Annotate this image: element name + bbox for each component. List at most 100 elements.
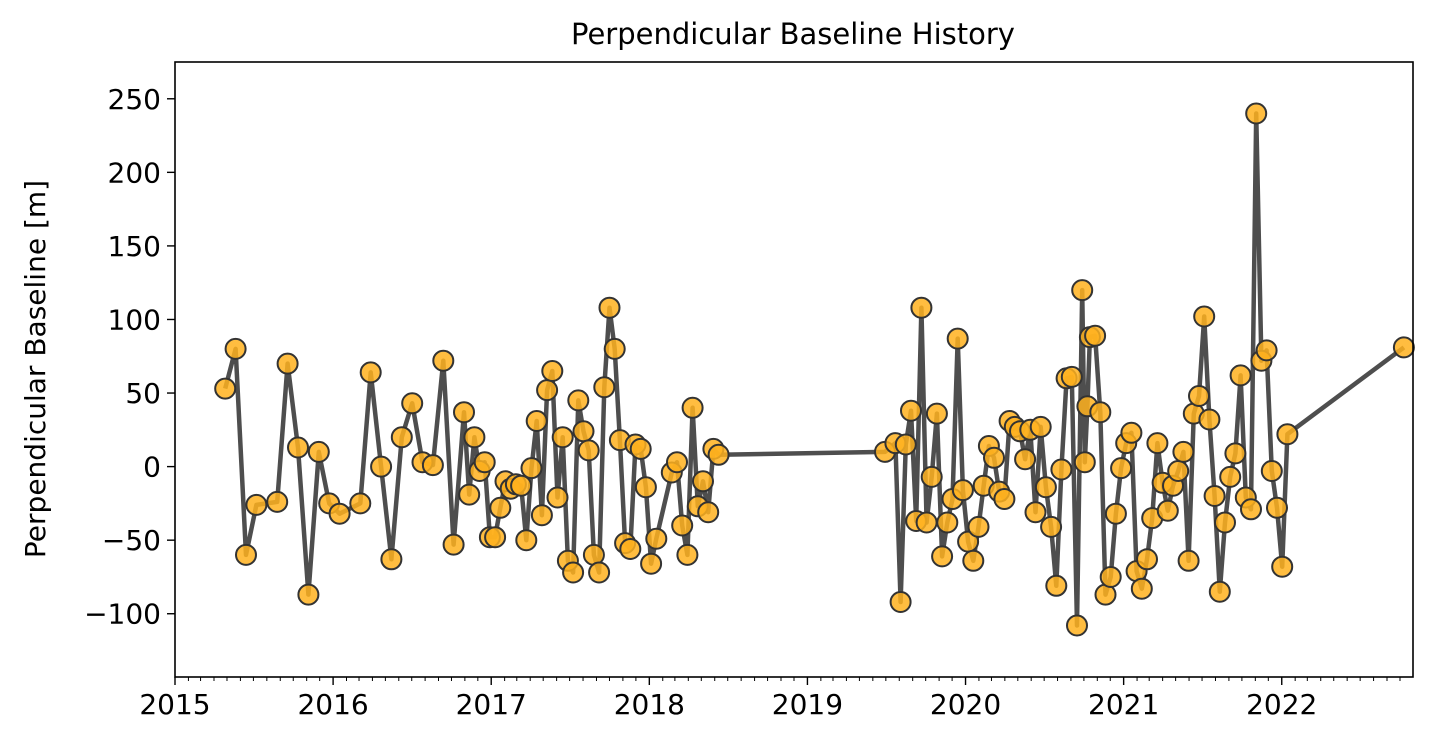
data-point [276, 352, 299, 375]
data-point [1029, 415, 1052, 438]
y-axis: −100 −50 0 50 100 150 200 250 [84, 83, 175, 631]
y-tick-label: −50 [102, 524, 161, 557]
plot-frame [174, 61, 1414, 678]
data-point [562, 561, 585, 584]
data-point [1110, 457, 1133, 480]
y-tick-label: 200 [108, 156, 161, 189]
x-tick-label: 2017 [456, 688, 527, 721]
data-point [1014, 448, 1037, 471]
data-point [593, 376, 616, 399]
data-point [551, 426, 574, 449]
data-point [510, 474, 533, 497]
data-point [951, 479, 974, 502]
data-point [1203, 485, 1226, 507]
x-tick-label: 2022 [1246, 688, 1317, 721]
data-point [515, 529, 538, 552]
data-point [1188, 385, 1210, 407]
data-point [359, 361, 382, 384]
data-point [401, 392, 424, 415]
data-point [1066, 614, 1088, 637]
data-point [598, 296, 621, 319]
data-point [983, 446, 1005, 469]
data-point [666, 451, 688, 474]
data-point [1266, 496, 1288, 519]
data-point [634, 476, 657, 499]
x-tick-label: 2018 [614, 688, 685, 721]
data-point [214, 377, 237, 400]
data-point [936, 511, 959, 534]
data-point [1136, 548, 1158, 571]
data-point [629, 437, 652, 460]
data-point [1146, 432, 1169, 455]
data-point [349, 492, 372, 515]
x-tick-label: 2020 [930, 688, 1001, 721]
data-point [1245, 102, 1268, 125]
data-point [1073, 451, 1096, 474]
data-point [1193, 305, 1216, 328]
data-point [1271, 555, 1294, 578]
data-point [1071, 279, 1094, 302]
x-tick-label: 2016 [297, 688, 368, 721]
data-point [894, 433, 917, 456]
data-point [619, 538, 642, 560]
data-point [915, 511, 938, 534]
data-point [390, 426, 413, 449]
data-point [463, 426, 486, 449]
data-point [931, 545, 954, 568]
y-tick-label: 0 [143, 451, 161, 484]
data-point [1392, 336, 1415, 359]
data-point [1255, 339, 1278, 362]
y-tick-label: 250 [108, 83, 161, 116]
data-point [536, 379, 559, 402]
x-tick-label: 2021 [1088, 688, 1159, 721]
x-tick-label: 2015 [139, 688, 210, 721]
data-point [1060, 365, 1083, 388]
data-point [1172, 440, 1195, 463]
data-point [1276, 423, 1299, 446]
data-point [1224, 442, 1247, 465]
data-point [707, 443, 730, 466]
data-point [1198, 408, 1221, 431]
data-point [1219, 465, 1242, 488]
data-point [967, 515, 990, 538]
data-point [380, 548, 403, 571]
data-point [541, 360, 564, 382]
data-point [421, 454, 444, 477]
data-point [489, 496, 512, 519]
data-point [889, 591, 912, 613]
data-point [370, 455, 393, 478]
data-point [645, 527, 668, 550]
data-point [473, 451, 496, 474]
data-point [900, 399, 922, 422]
data-point [235, 543, 257, 566]
data-point [297, 583, 320, 606]
data-point [458, 483, 481, 506]
data-point [1024, 501, 1047, 524]
data-point [287, 436, 309, 459]
data-point [520, 457, 543, 480]
data-point [1260, 460, 1283, 482]
data-point [572, 420, 595, 443]
data-point [567, 389, 590, 412]
data-point [697, 501, 720, 524]
data-point [453, 401, 475, 424]
y-axis-label: Perpendicular Baseline [m] [19, 180, 52, 558]
series-layer [214, 102, 1415, 637]
data-point [1156, 499, 1179, 522]
y-tick-label: 150 [108, 230, 161, 263]
data-point [1130, 577, 1153, 600]
data-point [946, 327, 969, 350]
data-point [993, 488, 1016, 510]
data-point [1214, 511, 1236, 534]
data-point [1167, 460, 1190, 482]
data-point [588, 561, 611, 584]
data-point [266, 490, 289, 513]
data-point [1040, 515, 1063, 538]
data-point [1084, 324, 1107, 347]
data-point [525, 410, 548, 432]
chart-title: Perpendicular Baseline History [571, 17, 1015, 51]
data-point [681, 396, 704, 419]
baseline-series-line [223, 111, 1406, 628]
data-point [307, 440, 330, 463]
